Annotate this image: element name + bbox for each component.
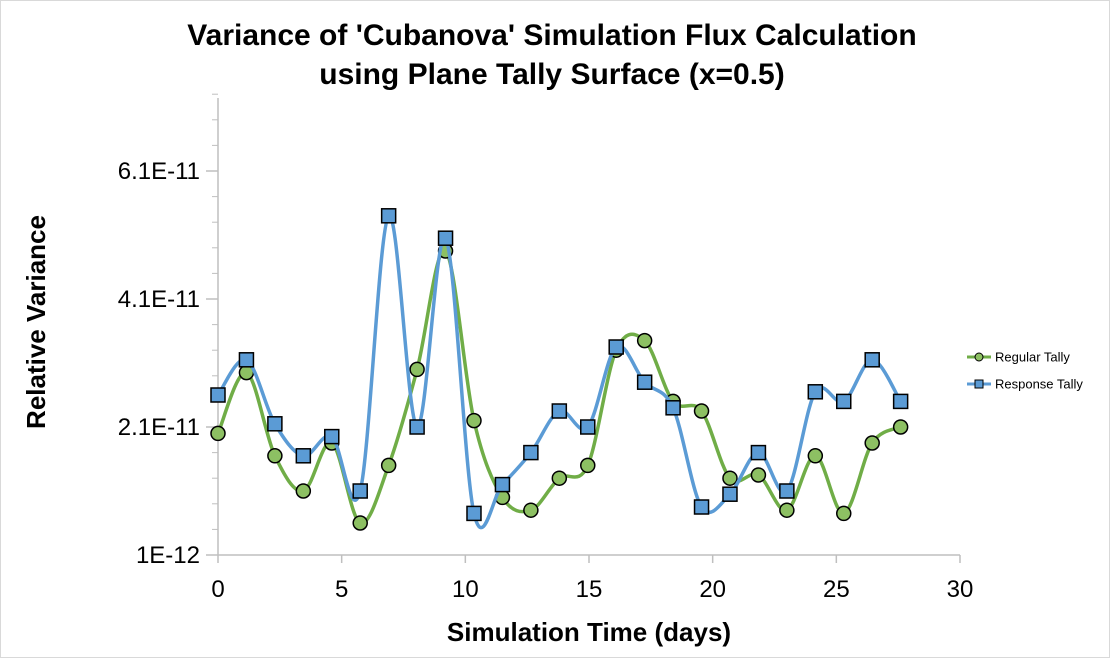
data-point-regular-tally bbox=[807, 448, 824, 464]
x-tick-label: 15 bbox=[576, 576, 603, 603]
data-point-response-tally bbox=[807, 384, 824, 400]
data-point-response-tally bbox=[352, 483, 368, 499]
data-point-response-tally bbox=[551, 403, 568, 419]
data-point-response-tally bbox=[608, 339, 624, 355]
data-point-response-tally bbox=[380, 208, 397, 224]
data-point-response-tally bbox=[892, 393, 909, 410]
legend-label: Regular Tally bbox=[995, 350, 1070, 365]
data-point-response-tally bbox=[722, 486, 738, 502]
data-point-regular-tally bbox=[409, 361, 425, 378]
data-point-regular-tally bbox=[466, 412, 482, 429]
data-point-regular-tally bbox=[352, 515, 368, 531]
data-point-response-tally bbox=[523, 444, 539, 461]
data-point-response-tally bbox=[836, 393, 852, 410]
data-point-regular-tally bbox=[210, 425, 226, 442]
data-point-response-tally bbox=[267, 416, 283, 432]
data-point-response-tally bbox=[494, 476, 511, 493]
data-point-regular-tally bbox=[380, 457, 397, 474]
data-point-regular-tally bbox=[693, 403, 710, 419]
legend-swatch-marker bbox=[974, 379, 984, 389]
data-point-regular-tally bbox=[636, 332, 653, 349]
data-point-regular-tally bbox=[722, 470, 738, 486]
data-point-regular-tally bbox=[295, 483, 312, 499]
data-point-response-tally bbox=[779, 483, 795, 499]
legend-item-response-tally: Response Tally bbox=[967, 377, 1083, 392]
data-point-response-tally bbox=[864, 352, 880, 368]
data-point-response-tally bbox=[437, 230, 454, 246]
data-point-regular-tally bbox=[836, 505, 852, 522]
legend-swatch-marker bbox=[974, 352, 984, 362]
data-point-response-tally bbox=[636, 374, 653, 390]
data-point-regular-tally bbox=[779, 502, 795, 518]
x-tick-label: 5 bbox=[335, 576, 348, 603]
data-point-regular-tally bbox=[580, 457, 596, 474]
data-point-response-tally bbox=[295, 448, 312, 464]
chart-title-line-2: using Plane Tally Surface (x=0.5) bbox=[319, 58, 784, 91]
data-point-response-tally bbox=[693, 499, 710, 515]
data-point-regular-tally bbox=[267, 448, 283, 464]
y-tick-label: 2.1E-11 bbox=[118, 414, 200, 441]
data-point-regular-tally bbox=[892, 419, 909, 435]
data-point-response-tally bbox=[238, 352, 255, 368]
y-tick-label: 6.1E-11 bbox=[118, 158, 200, 185]
y-tick-label: 1E-12 bbox=[136, 542, 200, 569]
x-axis-title: Simulation Time (days) bbox=[447, 617, 731, 647]
chart-title-line-1: Variance of 'Cubanova' Simulation Flux C… bbox=[187, 19, 916, 52]
data-point-response-tally bbox=[750, 444, 767, 461]
x-tick-label: 30 bbox=[947, 576, 974, 603]
data-point-response-tally bbox=[665, 400, 681, 416]
data-point-regular-tally bbox=[523, 502, 539, 518]
plot-area bbox=[210, 208, 909, 531]
legend: Regular Tally Response Tally bbox=[967, 350, 1083, 392]
data-point-response-tally bbox=[210, 387, 226, 403]
x-tick-label: 25 bbox=[823, 576, 850, 603]
legend-label: Response Tally bbox=[995, 377, 1083, 392]
data-point-regular-tally bbox=[750, 467, 767, 483]
x-tick-label: 10 bbox=[452, 576, 479, 603]
legend-item-regular-tally: Regular Tally bbox=[967, 350, 1070, 365]
data-point-response-tally bbox=[324, 428, 340, 445]
axes: 1E-12 2.1E-11 4.1E-11 6.1E-11 0 5 10 15 20 25 30 bbox=[118, 93, 974, 603]
series-line-response-tally bbox=[216, 214, 903, 530]
x-tick-label: 0 bbox=[211, 576, 224, 603]
data-point-response-tally bbox=[466, 505, 482, 522]
x-tick-label: 20 bbox=[699, 576, 726, 603]
data-point-response-tally bbox=[409, 419, 425, 435]
data-point-regular-tally bbox=[551, 470, 568, 486]
series-response-tally bbox=[210, 208, 909, 530]
y-axis-title: Relative Variance bbox=[21, 215, 51, 429]
data-point-regular-tally bbox=[864, 435, 880, 451]
data-point-response-tally bbox=[580, 419, 596, 435]
y-tick-label: 4.1E-11 bbox=[118, 286, 200, 313]
